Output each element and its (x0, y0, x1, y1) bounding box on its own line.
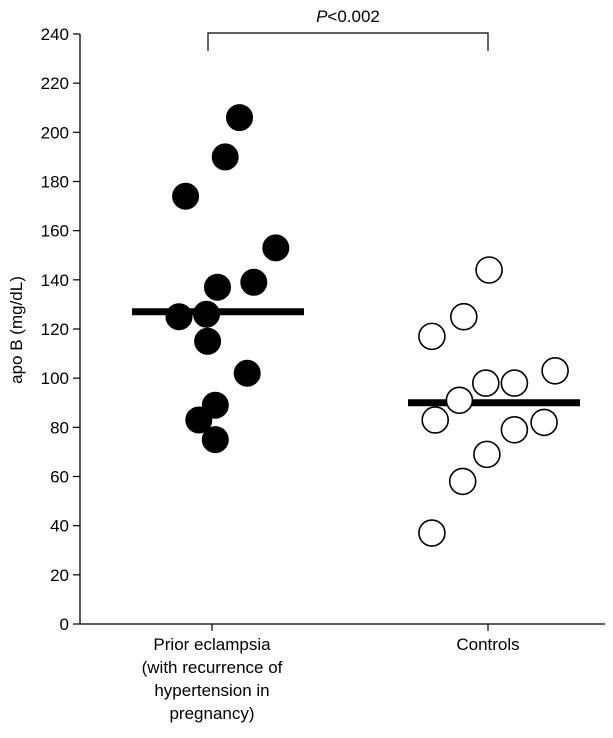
data-point-filled (172, 182, 200, 210)
x-category-label: Prior eclampsia (153, 635, 271, 654)
y-tick-label: 0 (60, 615, 69, 634)
data-point-filled (185, 406, 213, 434)
data-point-open (448, 467, 477, 496)
y-tick-label: 100 (41, 369, 69, 388)
data-point-open (475, 256, 503, 284)
significance-label-rest: <0.002 (327, 7, 379, 26)
y-tick-label: 160 (41, 222, 69, 241)
data-point-open (445, 386, 474, 415)
data-point-filled (211, 143, 239, 171)
data-point-filled (204, 273, 231, 301)
y-tick-label: 120 (41, 320, 69, 339)
y-tick-label: 240 (41, 25, 69, 44)
y-axis: 0 20 40 60 80 100 120 140 160 180 200 220 240 (41, 25, 81, 634)
data-point-open (473, 440, 501, 469)
x-category-label: pregnancy) (169, 704, 254, 723)
data-point-filled (226, 104, 253, 132)
data-point-open (449, 302, 478, 331)
data-point-filled (240, 268, 268, 296)
data-point-filled (165, 303, 193, 331)
y-tick-label: 200 (41, 123, 69, 142)
data-point-filled (201, 426, 229, 454)
y-tick-label: 80 (50, 418, 69, 437)
data-point-filled (233, 359, 261, 387)
data-point-filled (262, 234, 290, 262)
y-tick-label: 40 (50, 517, 69, 536)
y-tick-label: 140 (41, 271, 69, 290)
significance-annotation: P<0.002 (207, 7, 489, 51)
data-point-open (500, 369, 529, 397)
data-point-open (541, 356, 569, 385)
significance-bracket (207, 32, 489, 51)
data-points (165, 104, 569, 547)
data-point-open (418, 322, 446, 351)
data-point-open (421, 406, 450, 434)
y-tick-label: 180 (41, 173, 69, 192)
x-category-label: Controls (456, 635, 519, 654)
significance-label: P<0.002 (316, 7, 380, 26)
y-tick-label: 20 (50, 566, 69, 585)
significance-label-italic: P (316, 7, 328, 26)
x-category-label: hypertension in (154, 681, 269, 700)
x-axis: Prior eclampsia (with recurrence of hypert… (80, 623, 605, 723)
data-point-filled (194, 327, 222, 355)
y-tick-label: 220 (41, 74, 69, 93)
y-tick-label: 60 (50, 468, 69, 487)
y-axis-title: apo B (mg/dL) (7, 276, 26, 384)
data-point-open (500, 415, 529, 444)
data-point-filled (193, 300, 220, 328)
data-point-open (418, 519, 446, 547)
data-point-open (471, 369, 500, 397)
data-point-open (530, 408, 558, 437)
x-category-label: (with recurrence of (142, 658, 283, 677)
